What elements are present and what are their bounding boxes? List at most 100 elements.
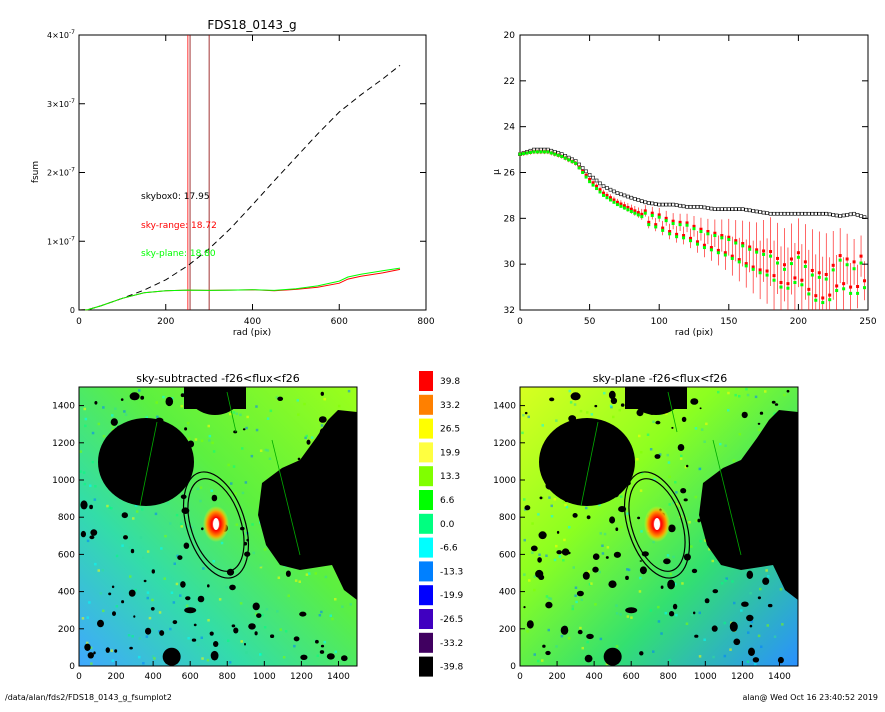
plane-texture-speck (585, 506, 588, 510)
sub-texture-speck (201, 657, 204, 660)
plane-texture-speck (779, 588, 783, 591)
mu-point (657, 202, 662, 207)
sub-mask-hole (301, 548, 306, 552)
plane-texture-speck (666, 453, 669, 457)
sub-texture-speck (164, 534, 167, 538)
plane-texture-speck (723, 621, 727, 625)
plane-texture-speck (668, 659, 671, 662)
plane-texture-speck (568, 389, 571, 393)
mu-ytick-label: 24 (504, 123, 516, 133)
plane-mask-hole (572, 513, 578, 518)
plane-texture-speck (588, 583, 592, 586)
sub-texture-speck (111, 414, 114, 417)
fsum-panel: FDS18_0143_g 0 200 400 600 800 0 1×10-7 2×10-7… (31, 18, 435, 338)
plane-mask-hole (620, 403, 625, 407)
sub-texture-speck (86, 616, 89, 619)
sub-texture-speck (259, 449, 263, 452)
mu-point (622, 206, 626, 210)
plane-xtick-label: 1200 (731, 672, 754, 682)
plane-texture-speck (569, 401, 573, 404)
sub-texture-speck (82, 471, 86, 474)
plane-texture-speck (619, 613, 622, 616)
plane-texture-speck (606, 546, 610, 549)
sub-texture-speck (334, 650, 337, 654)
mu-point (838, 254, 842, 258)
sub-mask-hole (266, 515, 269, 519)
plane-mask-hole (729, 621, 738, 632)
mu-point (595, 187, 599, 191)
plane-texture-speck (548, 496, 551, 499)
plane-texture-speck (703, 638, 706, 641)
mu-point (762, 249, 766, 253)
sub-mask-hole (150, 607, 155, 611)
sub-texture-speck (146, 596, 149, 600)
sub-texture-speck (268, 457, 272, 460)
mu-point (702, 205, 707, 210)
mu-point (748, 247, 752, 251)
sub-mask-hole (326, 653, 335, 660)
sub-mask-hole (341, 655, 348, 662)
sub-mask-hole (80, 530, 86, 538)
sub-texture-speck (212, 560, 215, 563)
plane-texture-speck (571, 605, 575, 608)
sub-ytick-label: 0 (69, 662, 75, 672)
plane-xtick-label: 400 (586, 672, 603, 682)
mu-point (539, 150, 543, 154)
sub-texture-speck (200, 439, 204, 443)
sub-mask-hole-large (318, 437, 329, 448)
sub-texture-speck (106, 504, 109, 508)
mu-point (755, 250, 759, 254)
plane-mask-hole (545, 601, 553, 609)
sub-xtick-label: 200 (107, 672, 124, 682)
plane-mask-hole (748, 547, 751, 551)
sub-texture-speck (145, 416, 148, 419)
plane-texture-speck (684, 465, 688, 469)
plane-texture-speck (620, 525, 623, 529)
plane-texture-speck (533, 653, 536, 656)
mu-point (664, 216, 668, 220)
mu-point (640, 215, 644, 219)
plane-mask-hole (612, 474, 619, 481)
sub-mask-hole (233, 430, 238, 434)
plane-mask-hole-large (603, 647, 622, 666)
mu-point (744, 262, 748, 266)
plane-mask-hole (616, 466, 621, 471)
plane-mask-hole (639, 651, 644, 656)
sub-mask-hole (187, 440, 195, 448)
fsum-axes-frame (78, 34, 427, 311)
mu-point (716, 248, 720, 252)
plane-texture-speck (664, 611, 668, 615)
mu-point (713, 231, 717, 235)
sub-texture-speck (297, 413, 300, 416)
mu-point (793, 281, 797, 284)
sub-mask-hole (191, 638, 197, 642)
mu-point (855, 213, 860, 217)
mu-point (796, 255, 800, 259)
sub-mask-hole (184, 427, 188, 431)
mu-point (588, 180, 592, 184)
mu-point (643, 209, 647, 213)
mu-point (747, 208, 752, 213)
mu-point (598, 188, 602, 192)
sub-ytick-label: 600 (58, 550, 75, 560)
sub-texture-speck (259, 564, 262, 568)
mu-point (841, 213, 846, 218)
mu-point (789, 257, 793, 261)
mu-point (765, 269, 769, 273)
mu-point (740, 207, 745, 211)
plane-texture-speck (626, 568, 629, 571)
plane-texture-speck (669, 572, 672, 576)
plane-texture-speck (690, 545, 693, 548)
mu-point (699, 230, 703, 234)
sub-mask-hole (114, 649, 118, 653)
mu-point (619, 204, 623, 208)
mu-point (863, 279, 867, 283)
sub-texture-speck (266, 417, 270, 420)
plane-mask-hole (752, 657, 760, 663)
plane-texture-speck (712, 655, 715, 659)
mu-point (769, 254, 773, 258)
mu-point (650, 201, 655, 206)
sub-mask-hole (121, 442, 129, 450)
plane-mask-hole (748, 647, 755, 656)
plane-texture-speck (783, 393, 786, 397)
